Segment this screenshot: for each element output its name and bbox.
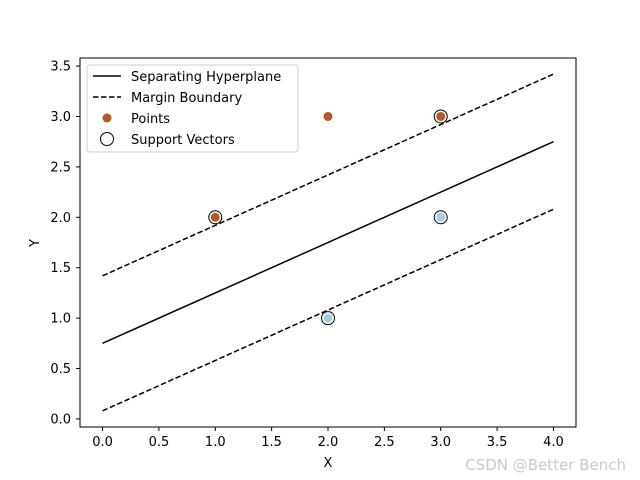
x-tick-label: 3.0 (430, 435, 451, 450)
legend-label-margin: Margin Boundary (131, 91, 242, 106)
legend-points-swatch (102, 113, 112, 123)
data-point-2 (436, 111, 446, 121)
y-axis-ticks: 0.0 0.5 1.0 1.5 2.0 2.5 3.0 3.5 (50, 60, 80, 427)
y-tick-label: 2.0 (50, 211, 71, 226)
x-tick-label: 2.0 (318, 435, 339, 450)
data-point-1 (323, 111, 333, 121)
support-vector-marker-2 (321, 311, 335, 326)
margin-boundary-line-2 (102, 208, 554, 412)
x-tick-label: 1.5 (261, 435, 282, 450)
x-tick-label: 4.0 (543, 435, 564, 450)
legend-support-vector-swatch (100, 132, 114, 146)
x-tick-label: 2.5 (374, 435, 395, 450)
y-tick-label: 0.0 (50, 412, 71, 427)
legend-label-support-vectors: Support Vectors (131, 133, 235, 148)
y-axis-label: Y (28, 239, 43, 248)
y-tick-label: 2.5 (50, 160, 71, 175)
y-tick-label: 1.5 (50, 261, 71, 276)
x-tick-label: 0.0 (92, 435, 113, 450)
support-vectors-layer (208, 109, 448, 326)
separating-hyperplane-line (102, 140, 554, 345)
y-tick-label: 3.0 (50, 110, 71, 125)
support-vector-marker-3 (433, 210, 448, 225)
x-tick-label: 1.0 (205, 435, 226, 450)
x-tick-label: 3.5 (487, 435, 508, 450)
x-axis-label: X (324, 456, 333, 471)
legend-label-hyperplane: Separating Hyperplane (131, 70, 281, 85)
data-point-4 (436, 212, 446, 222)
data-point-3 (323, 313, 333, 323)
lines-layer (102, 73, 554, 412)
legend-frame (86, 64, 299, 153)
y-tick-label: 1.0 (50, 312, 71, 327)
support-vector-marker-0 (208, 210, 223, 225)
data-point-0 (210, 212, 220, 222)
legend-label-points: Points (131, 112, 170, 127)
x-axis-ticks: 0.0 0.5 1.0 1.5 2.0 2.5 3.0 3.5 4.0 (92, 427, 564, 450)
y-tick-label: 0.5 (50, 362, 71, 377)
margin-boundary-line-1 (102, 73, 554, 277)
watermark-text: CSDN @Better Bench (465, 456, 626, 474)
points-layer (210, 111, 446, 323)
y-tick-label: 3.5 (50, 60, 71, 75)
legend: Separating Hyperplane Margin Boundary Po… (86, 64, 299, 153)
x-tick-label: 0.5 (149, 435, 170, 450)
support-vector-marker-1 (433, 109, 448, 124)
